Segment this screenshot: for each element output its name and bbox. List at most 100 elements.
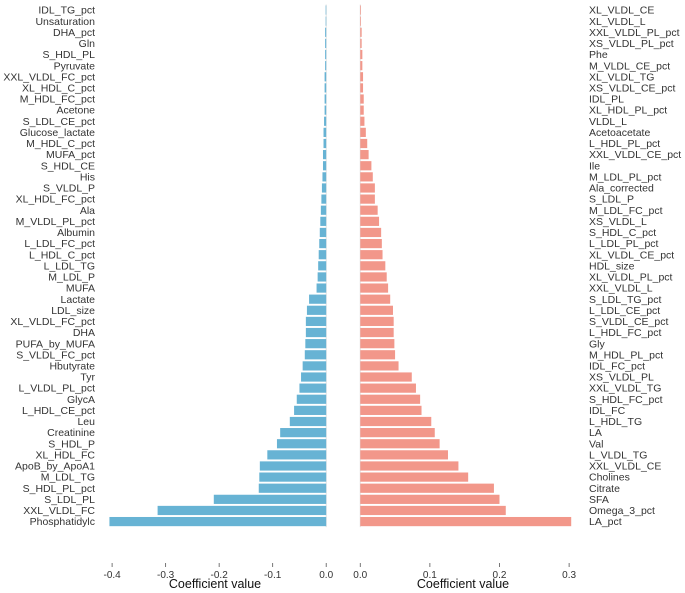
left-category-label: L_LDL_TG [44, 260, 95, 272]
left-tick-label: -0.1 [264, 570, 282, 581]
right-bar [360, 394, 421, 404]
left-category-label: Phosphatidylc [30, 516, 95, 528]
right-bar [360, 194, 375, 204]
right-bar [360, 227, 382, 238]
right-bar [360, 316, 394, 327]
right-bar [360, 183, 375, 193]
right-category-label: VLDL_L [589, 116, 627, 128]
right-category-label: L_LDL_CE_pct [589, 305, 660, 317]
right-category-label: XL_VLDL_L [589, 16, 646, 28]
right-category-label: XXL_VLDL_CE [589, 461, 661, 473]
right-bar [360, 49, 363, 60]
left-bar [301, 372, 327, 382]
left-x-axis-title: Coefficient value [169, 577, 261, 591]
left-bar [305, 316, 327, 327]
left-category-label: S_LDL_CE_pct [23, 116, 95, 128]
right-tick-label: 0.2 [493, 570, 507, 581]
left-category-label: Tyr [80, 372, 95, 384]
right-coefficient-panel: XL_VLDL_CEXL_VLDL_LXXL_VLDL_PL_pctXS_VLD… [353, 4, 681, 581]
right-category-label: S_LDL_TG_pct [589, 294, 661, 306]
right-bar [360, 116, 365, 126]
right-category-label: XL_VLDL_CE_pct [589, 249, 674, 261]
left-category-label: His [80, 171, 95, 183]
left-bar [322, 161, 327, 171]
right-category-label: XL_VLDL_TG [589, 71, 654, 83]
left-bar [305, 339, 327, 349]
left-bar [324, 105, 327, 115]
left-bar [325, 5, 327, 15]
right-bar [360, 416, 432, 427]
left-category-label: S_HDL_P [48, 438, 95, 450]
right-category-label: Phe [589, 49, 608, 61]
left-bar [323, 127, 327, 137]
left-category-label: S_HDL_PL [42, 49, 95, 61]
right-tick-label: 0.3 [562, 570, 576, 581]
left-bar [325, 61, 327, 71]
right-bar [360, 5, 361, 15]
right-category-label: XS_VLDL_PL [589, 372, 654, 384]
left-category-label: Glucose_lactate [20, 127, 95, 139]
left-category-label: M_HDL_C_pct [26, 138, 95, 150]
left-bar [157, 505, 327, 516]
left-bar [294, 405, 327, 415]
left-bar [321, 183, 327, 193]
left-category-label: Lactate [61, 294, 96, 306]
right-category-label: Ile [589, 160, 600, 172]
left-category-label: ApoB_by_ApoA1 [15, 461, 95, 473]
left-category-label: XXL_VLDL_FC_pct [3, 71, 95, 83]
right-bar [360, 61, 363, 71]
right-category-label: XL_VLDL_PL_pct [589, 272, 673, 284]
left-category-label: Hbutyrate [49, 361, 95, 373]
left-bar [316, 283, 327, 293]
left-bar [258, 483, 327, 493]
left-category-label: Albumin [57, 227, 95, 239]
right-category-label: IDL_PL [589, 94, 624, 106]
right-bar [360, 450, 448, 460]
right-category-label: XL_VLDL_CE [589, 5, 654, 17]
right-category-label: S_HDL_FC_pct [589, 394, 663, 406]
right-category-label: XXL_VLDL_CE_pct [589, 149, 681, 161]
right-bar [360, 461, 459, 471]
left-bar [321, 194, 327, 204]
right-bar [360, 272, 387, 282]
left-bar [322, 172, 327, 182]
right-bar [360, 439, 440, 449]
left-category-label: Pyruvate [54, 60, 96, 72]
right-category-label: L_HDL_PL_pct [589, 138, 660, 150]
left-bar [296, 394, 327, 404]
left-category-label: IDL_TG_pct [38, 5, 95, 17]
left-bar [259, 461, 327, 471]
right-category-label: L_VLDL_TG [589, 449, 647, 461]
right-bar [360, 505, 506, 516]
left-category-label: Unsaturation [35, 16, 95, 28]
left-category-label: M_VLDL_PL_pct [16, 216, 95, 228]
right-category-label: M_HDL_PL_pct [589, 349, 663, 361]
left-tick-label: -0.2 [211, 570, 229, 581]
right-bar [360, 83, 364, 93]
left-category-label: S_VLDL_P [43, 183, 95, 195]
left-bar [324, 83, 327, 93]
left-category-label: XL_VLDL_FC_pct [10, 316, 95, 328]
left-bar [325, 38, 327, 49]
left-bar [299, 383, 327, 393]
right-bar [360, 138, 368, 149]
right-bar [360, 172, 373, 182]
right-category-label: LA_pct [589, 516, 622, 528]
left-category-label: L_LDL_FC_pct [24, 238, 95, 250]
right-category-label: LA [589, 427, 602, 439]
left-bar [309, 294, 327, 304]
right-category-label: IDL_FC [589, 405, 626, 417]
left-bar [322, 150, 327, 160]
left-bar [276, 439, 327, 449]
left-category-label: L_VLDL_PL_pct [19, 383, 96, 395]
right-bar [360, 361, 399, 371]
right-category-label: Gly [589, 338, 606, 350]
right-category-label: L_HDL_TG [589, 416, 642, 428]
left-category-label: Ala [80, 205, 95, 217]
right-category-label: XS_VLDL_L [589, 216, 647, 228]
right-category-label: Cholines [589, 472, 630, 484]
left-bar [318, 261, 327, 271]
left-category-label: S_VLDL_FC_pct [16, 349, 95, 361]
right-bar [360, 283, 389, 293]
